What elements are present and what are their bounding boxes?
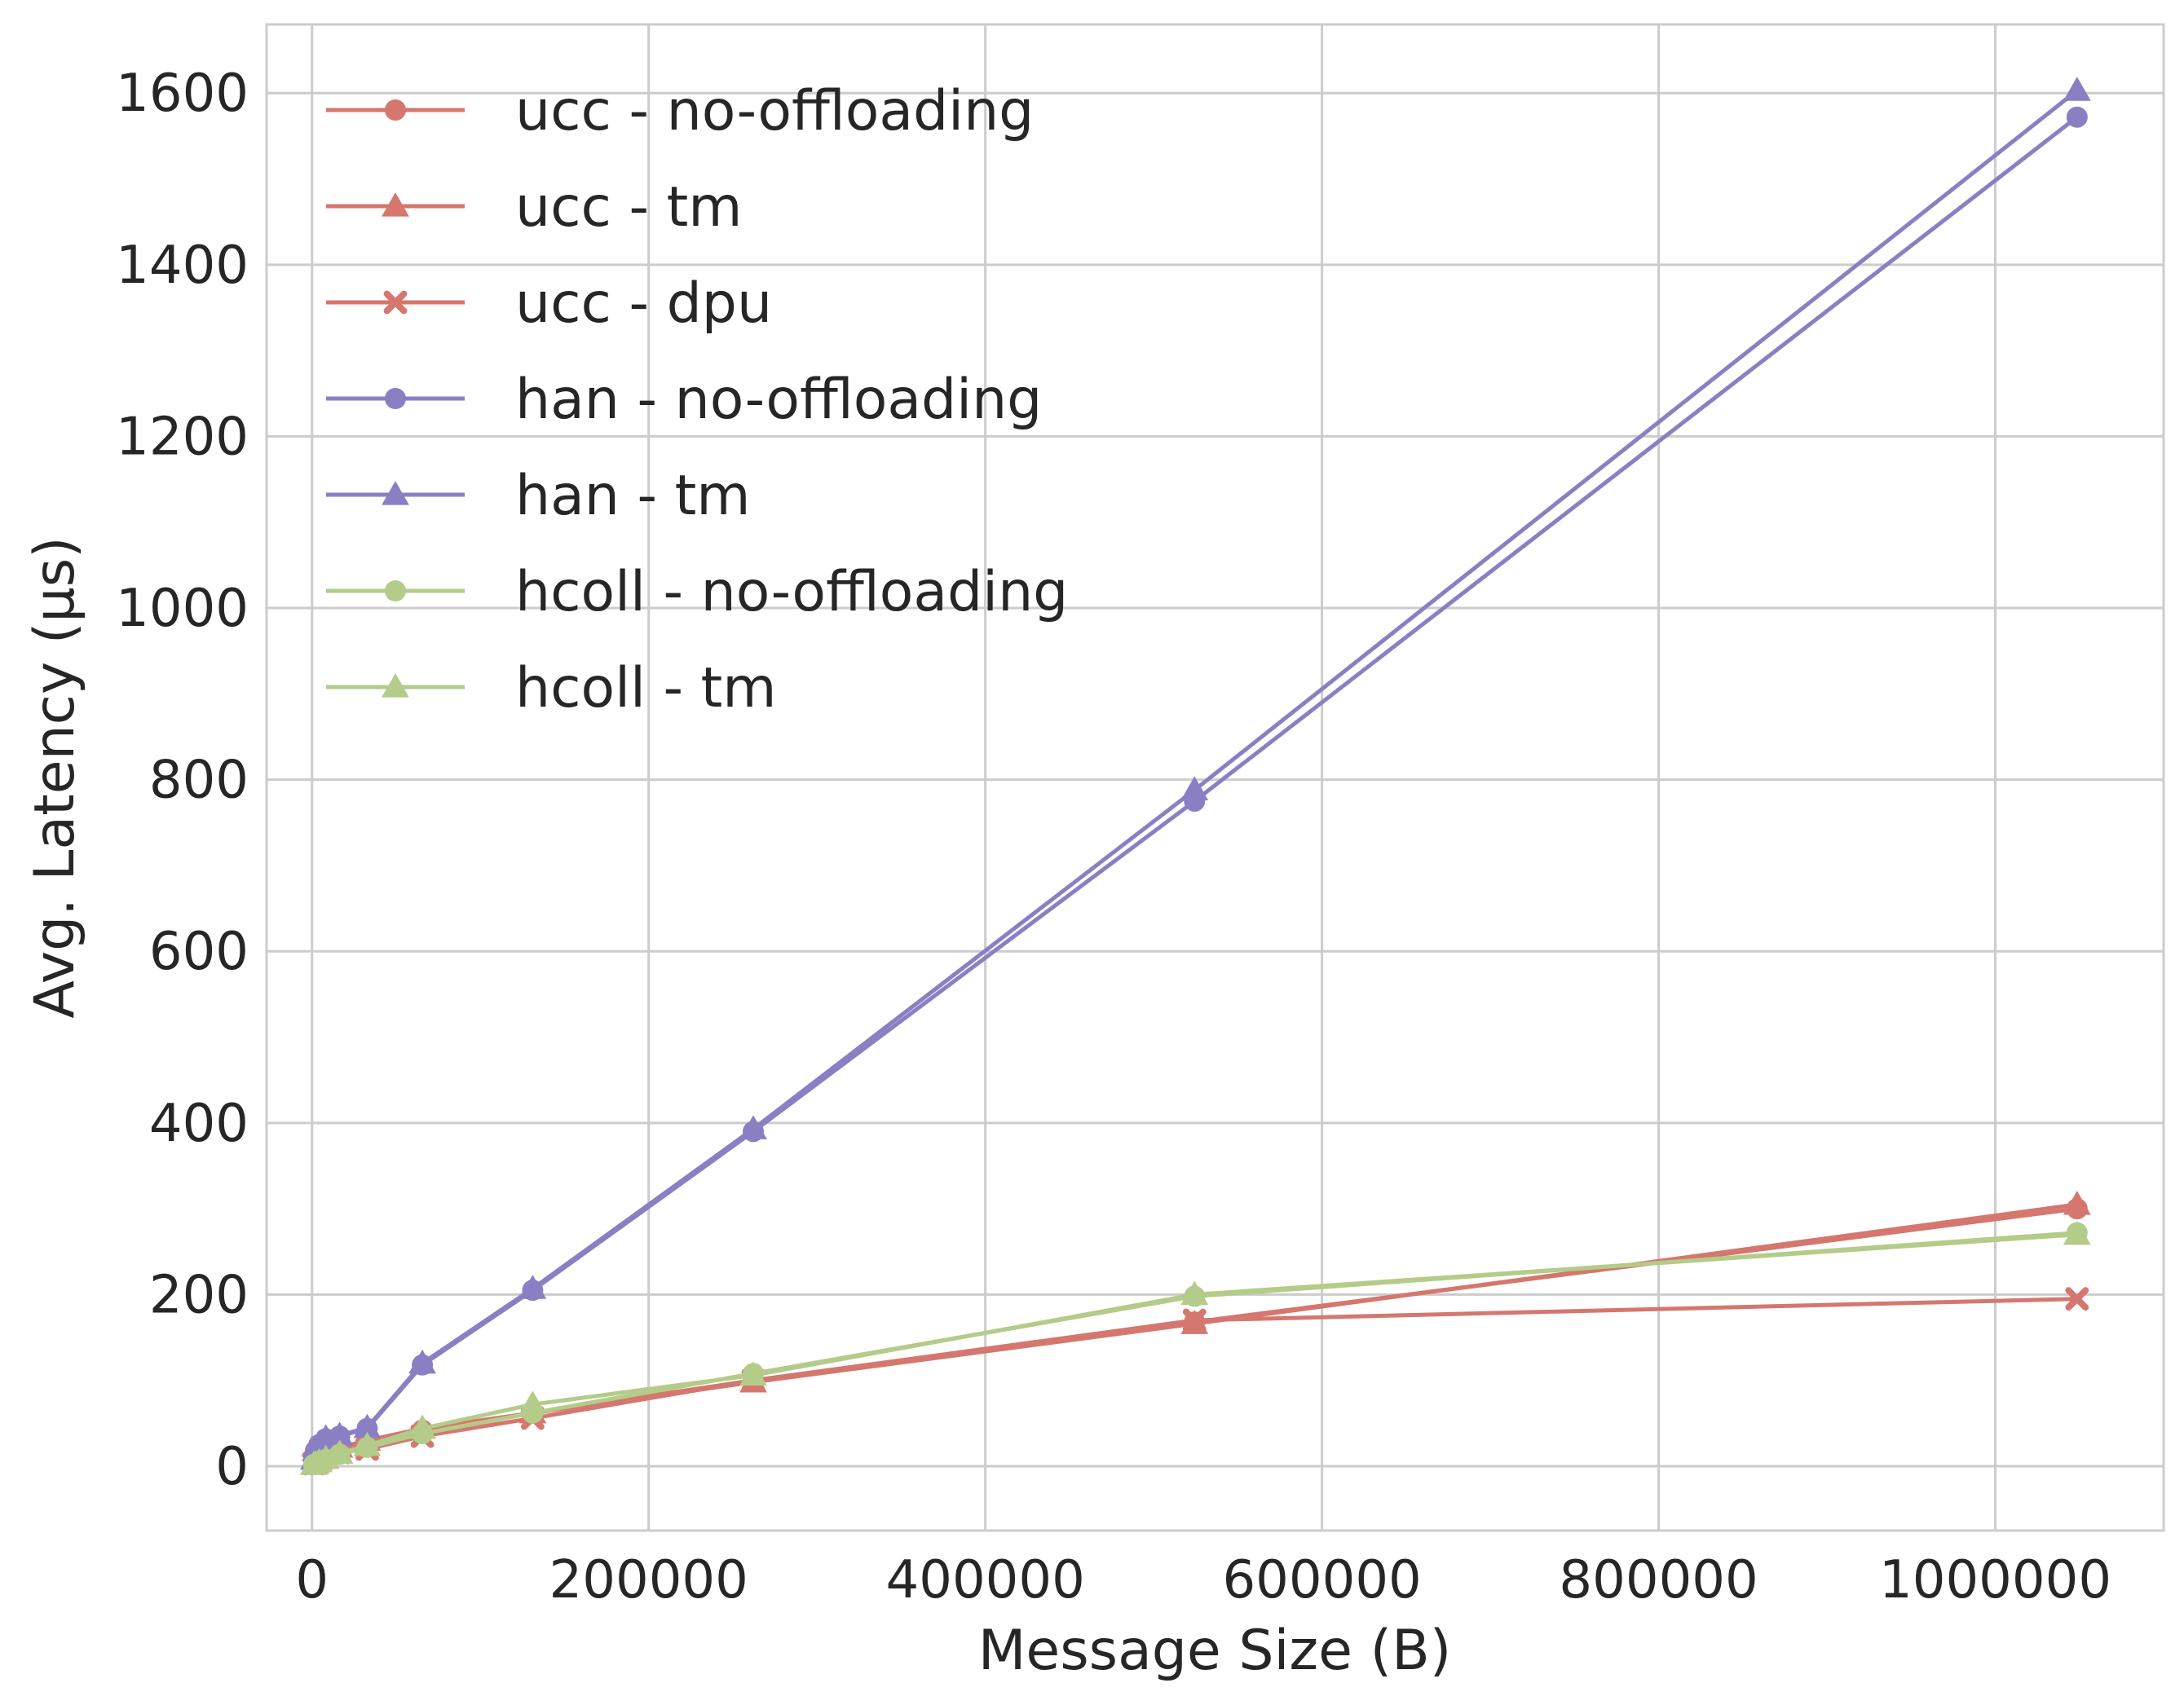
data-point [382,192,409,217]
data-point [518,1390,547,1415]
data-point [1180,1280,1209,1306]
data-point [408,1349,436,1374]
x-axis-label: Message Size (B) [978,1619,1452,1683]
data-point [518,1275,547,1299]
y-tick-labels: 0 200 400 600 800 1000 1200 1400 1600 [116,64,249,1497]
legend-item: hcoll - no-offloading [326,560,1068,624]
y-tick-label: 400 [149,1094,249,1154]
data-point [2063,1190,2091,1215]
y-tick-label: 1400 [116,236,249,296]
y-tick-label: 600 [149,922,249,982]
data-point [383,290,408,315]
y-tick-label: 800 [149,751,249,811]
series-layer [299,77,2091,1476]
legend-label: han - tm [515,464,751,528]
data-point [385,99,406,121]
legend-label: hcoll - no-offloading [515,560,1068,624]
y-tick-label: 200 [149,1265,249,1325]
data-point [325,1439,354,1464]
data-point [739,1115,767,1139]
data-point [739,1361,767,1386]
legend-item: ucc - tm [326,175,743,240]
data-point [2065,1287,2089,1311]
grid-lines [267,24,2164,1531]
data-point [353,1431,382,1456]
legend-label: ucc - tm [515,175,743,240]
y-tick-label: 1600 [116,64,249,124]
x-tick-label: 0 [295,1550,329,1610]
data-point [408,1414,436,1439]
legend-item: ucc - no-offloading [326,79,1034,143]
data-point [325,1421,354,1446]
data-point [382,673,409,698]
y-axis-label: Avg. Latency (μs) [23,536,87,1018]
data-point [2066,106,2088,128]
x-tick-label: 600000 [1222,1550,1421,1610]
x-tick-labels: 0 200000 400000 600000 800000 1000000 [295,1550,2111,1610]
y-tick-label: 1200 [116,407,249,467]
data-point [2063,77,2091,101]
series-group [299,1220,2091,1475]
legend-item: han - no-offloading [326,368,1042,432]
legend: ucc - no-offloading ucc - tm ucc - dpu han … [326,79,1068,720]
plot-frame [265,23,2165,1532]
legend-label: ucc - no-offloading [515,79,1034,143]
data-point [353,1413,382,1438]
data-point [385,388,406,409]
data-point [1182,1308,1207,1333]
data-point [382,481,409,505]
x-tick-label: 1000000 [1879,1550,2111,1610]
y-tick-label: 1000 [116,579,249,639]
legend-item: hcoll - tm [326,656,777,720]
y-tick-label: 0 [215,1437,249,1497]
legend-label: han - no-offloading [515,368,1042,432]
data-point [2063,1220,2091,1245]
x-tick-label: 200000 [549,1550,748,1610]
legend-label: ucc - dpu [515,271,772,336]
legend-item: han - tm [326,464,751,528]
legend-label: hcoll - tm [515,656,777,720]
data-point [385,580,406,601]
legend-item: ucc - dpu [326,271,772,336]
x-tick-label: 400000 [886,1550,1085,1610]
data-point [1180,776,1209,800]
x-tick-label: 800000 [1559,1550,1758,1610]
